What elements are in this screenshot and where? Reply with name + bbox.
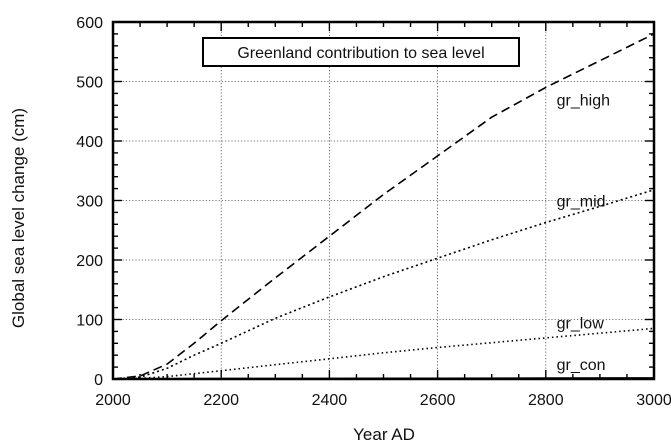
x-tick-label: 2600 <box>420 392 456 409</box>
axis-ticks <box>112 21 655 380</box>
grid-lines <box>113 22 654 379</box>
y-tick-label: 500 <box>76 75 103 92</box>
chart-title: Greenland contribution to sea level <box>237 45 484 62</box>
x-tick-label: 3000 <box>636 392 671 409</box>
series-line-gr_low <box>112 327 655 380</box>
y-tick-label: 0 <box>94 372 103 389</box>
x-tick-label: 2200 <box>203 392 239 409</box>
series-labels: gr_high gr_mid gr_low gr_con <box>557 92 610 374</box>
y-axis-title: Global sea level change (cm) <box>9 108 28 328</box>
y-tick-label: 300 <box>76 194 103 211</box>
tick-labels: 2000 2200 2400 2600 2800 3000 0 100 200 300 400 500… <box>76 15 671 409</box>
series-label-gr_con: gr_con <box>557 357 606 374</box>
y-tick-label: 400 <box>76 134 103 151</box>
x-tick-label: 2800 <box>528 392 564 409</box>
x-axis-title: Year AD <box>353 425 415 444</box>
series-label-gr_low: gr_low <box>557 315 605 332</box>
y-tick-label: 200 <box>76 253 103 270</box>
y-tick-label: 600 <box>76 15 103 32</box>
series-line-gr_mid <box>112 189 655 380</box>
y-tick-label: 100 <box>76 313 103 330</box>
chart-title-box: Greenland contribution to sea level <box>202 37 520 67</box>
x-tick-label: 2000 <box>95 392 131 409</box>
series-line-gr_high <box>112 33 655 380</box>
series-label-gr_high: gr_high <box>557 92 610 109</box>
chart-title-frame <box>202 37 520 67</box>
series-label-gr_mid: gr_mid <box>557 194 606 211</box>
x-tick-label: 2400 <box>312 392 348 409</box>
